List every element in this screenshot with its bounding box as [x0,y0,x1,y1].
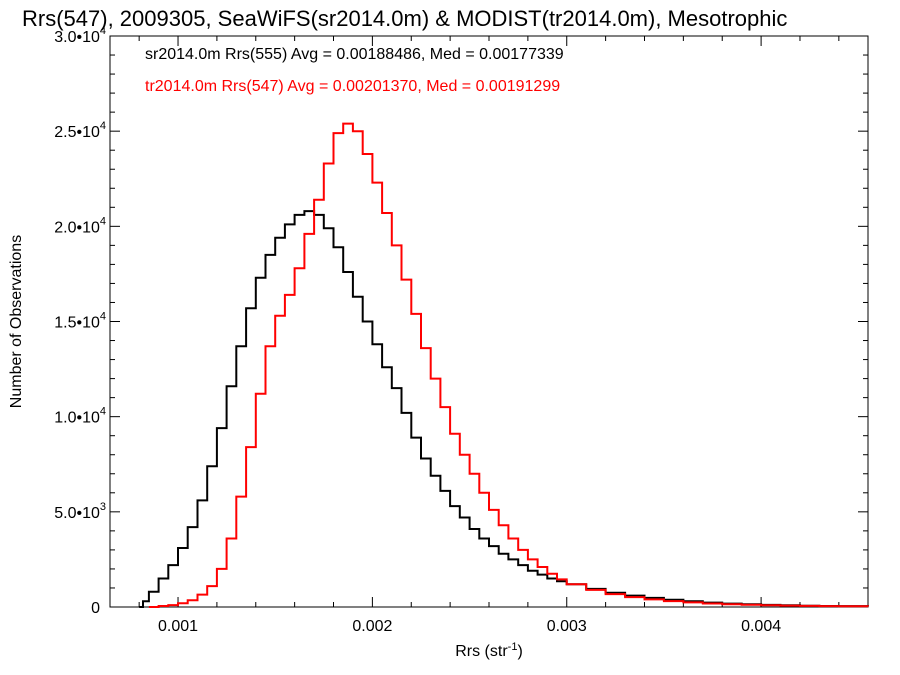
y-tick-label-2: 1.0•104 [54,406,106,427]
plot-frame [109,35,869,608]
y-axis-label: Number of Observations [8,235,25,408]
series-line-1 [148,122,869,608]
legend-entry-sr2014: sr2014.0m Rrs(555) Avg = 0.00188486, Med… [145,46,564,63]
legend: sr2014.0m Rrs(555) Avg = 0.00188486, Med… [145,46,564,95]
series-line-0 [139,210,869,608]
legend-entry-tr2014: tr2014.0m Rrs(547) Avg = 0.00201370, Med… [145,78,560,95]
x-axis-label: Rrs (str-1) [455,641,523,660]
y-tick-label-0: 0 [91,600,100,617]
y-tick-label-3: 1.5•104 [54,311,106,332]
y-axis: 0 5.0•103 1.0•104 1.5•104 2.0•104 2.5•104 3.0•… [54,25,868,617]
y-tick-label-1: 5.0•103 [54,501,106,522]
y-tick-label-6: 3.0•104 [54,25,106,46]
x-axis: 0.001 0.002 0.003 0.004 [138,36,840,635]
plot-area: 0.001 0.002 0.003 0.004 0 5.0•103 1.0•104 1.5•… [54,25,869,635]
x-tick-label-1: 0.002 [352,618,392,635]
y-tick-label-4: 2.0•104 [54,215,106,236]
chart-title: Rrs(547), 2009305, SeaWiFS(sr2014.0m) & … [22,6,787,31]
y-tick-label-5: 2.5•104 [54,120,106,141]
x-tick-label-3: 0.004 [741,618,781,635]
series-layer [139,122,869,608]
x-tick-label-2: 0.003 [547,618,587,635]
x-tick-label-0: 0.001 [158,618,198,635]
